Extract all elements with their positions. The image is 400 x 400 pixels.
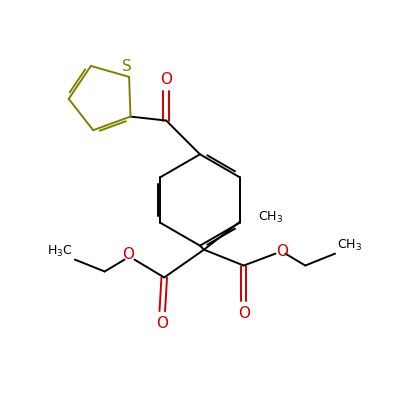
Text: S: S xyxy=(122,60,132,74)
Text: O: O xyxy=(156,316,168,331)
Text: CH$_3$: CH$_3$ xyxy=(337,238,362,253)
Text: O: O xyxy=(277,244,289,259)
Text: H$_3$C: H$_3$C xyxy=(47,244,73,259)
Text: CH$_3$: CH$_3$ xyxy=(258,210,283,226)
Text: O: O xyxy=(160,72,172,87)
Text: O: O xyxy=(122,247,134,262)
Text: O: O xyxy=(238,306,250,321)
